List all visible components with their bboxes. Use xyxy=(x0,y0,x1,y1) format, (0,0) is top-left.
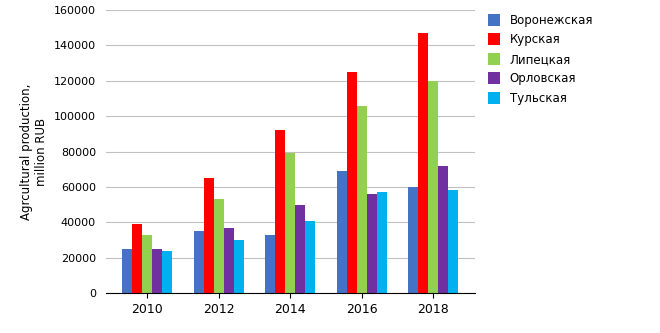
Bar xyxy=(122,249,133,293)
Bar xyxy=(438,166,448,293)
Bar xyxy=(133,224,143,293)
Legend: Воронежская, Курская, Липецкая, Орловская, Тульская: Воронежская, Курская, Липецкая, Орловска… xyxy=(485,10,597,109)
Bar xyxy=(296,204,306,293)
Bar xyxy=(347,72,357,293)
Bar xyxy=(204,178,214,293)
Bar xyxy=(418,33,428,293)
Bar xyxy=(409,187,418,293)
Bar xyxy=(143,235,152,293)
Bar xyxy=(448,190,459,293)
Bar xyxy=(152,249,162,293)
Bar xyxy=(306,220,315,293)
Bar xyxy=(275,130,285,293)
Bar xyxy=(234,240,244,293)
Bar xyxy=(337,171,347,293)
Bar xyxy=(162,250,172,293)
Bar xyxy=(224,227,234,293)
Y-axis label: Agrcultural production,
million RUB: Agrcultural production, million RUB xyxy=(20,83,48,220)
Bar xyxy=(428,81,438,293)
Bar xyxy=(377,192,387,293)
Bar xyxy=(265,235,275,293)
Bar xyxy=(367,194,377,293)
Bar xyxy=(214,199,224,293)
Bar xyxy=(285,153,296,293)
Bar xyxy=(357,106,367,293)
Bar xyxy=(194,231,204,293)
